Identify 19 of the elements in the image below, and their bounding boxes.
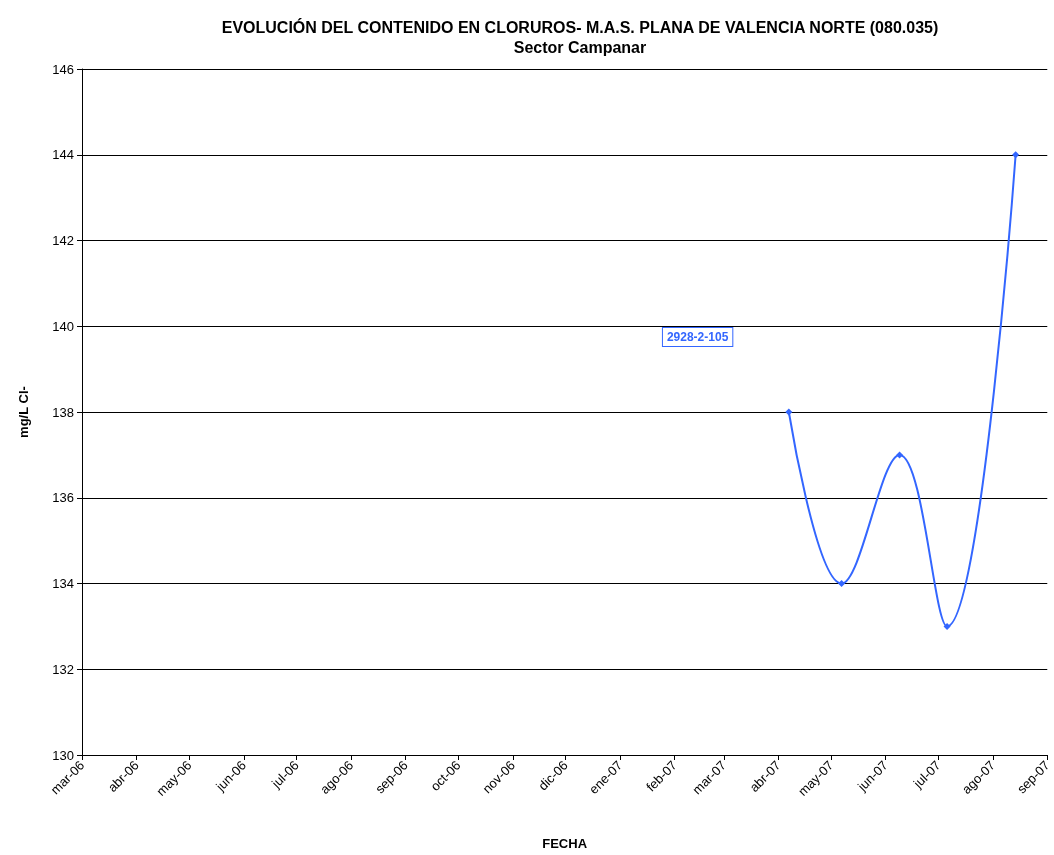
point [943,622,951,630]
x-axis-title: FECHA [542,836,588,851]
point [896,451,904,459]
y-tick-label: 142 [52,233,74,248]
point [1012,151,1020,159]
point [838,580,846,587]
y-tick-label: 130 [52,747,74,763]
y-tick-label: 138 [52,404,74,420]
chart-title: EVOLUCIÓN DEL CONTENIDO EN CLORUROS- M.A.S. PLANA DE VALENCIA NORTE (080.035) [221,17,939,36]
y-axis-title: mg/L Cl- [16,386,31,438]
y-tick-label: 144 [52,147,74,163]
y-tick-label: 132 [52,661,74,677]
y-tick-label: 146 [52,61,74,77]
chart-subtitle: Sector Campanar [513,38,647,56]
y-tick-label: 134 [52,576,74,591]
y-tick-label: 140 [52,318,74,334]
text: 2928-2-105 [666,330,729,344]
y-tick-label: 136 [52,490,74,506]
point [785,408,793,416]
